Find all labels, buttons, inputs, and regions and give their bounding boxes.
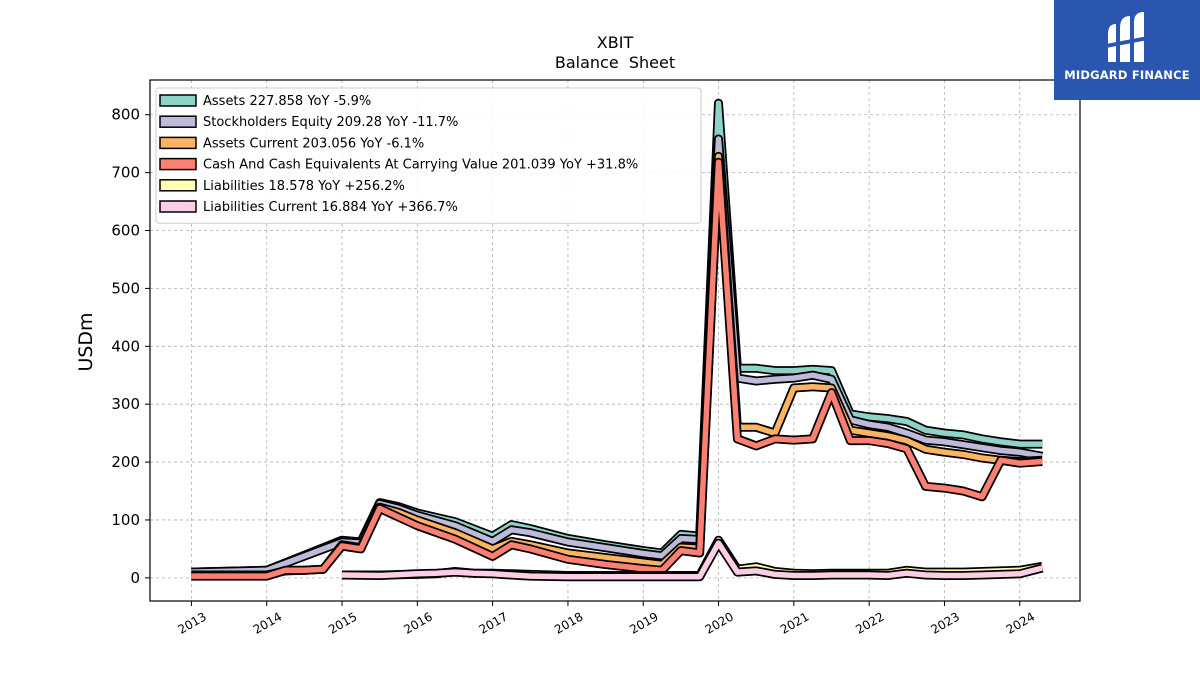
- x-tick-label: 2020: [703, 609, 736, 636]
- legend-swatch: [159, 115, 197, 128]
- chart-title: XBIT: [597, 33, 634, 52]
- y-tick-label: 600: [111, 222, 140, 240]
- y-tick-label: 100: [111, 511, 140, 529]
- y-tick-label: 700: [111, 164, 140, 182]
- chart-subtitle: Balance Sheet: [555, 53, 675, 72]
- x-tick-label: 2022: [853, 609, 886, 636]
- midgard-logo-icon: [1106, 12, 1148, 62]
- x-tick-label: 2014: [251, 609, 284, 636]
- y-tick-label: 400: [111, 337, 140, 355]
- legend-swatch: [159, 94, 197, 107]
- legend-swatch: [159, 200, 197, 213]
- legend-label: Assets 227.858 YoY -5.9%: [203, 94, 371, 109]
- legend-swatch: [159, 136, 197, 150]
- y-axis-label: USDm: [75, 312, 97, 371]
- x-tick-label: 2013: [175, 609, 208, 636]
- legend-label: Cash And Cash Equivalents At Carrying Va…: [203, 158, 638, 173]
- y-tick-label: 300: [111, 395, 140, 413]
- x-tick-label: 2016: [401, 609, 434, 636]
- logo-text: MIDGARD FINANCE: [1064, 68, 1190, 82]
- legend-box: [155, 87, 702, 224]
- legend-label: Assets Current 203.056 YoY -6.1%: [203, 136, 424, 151]
- series-line: [341, 540, 1043, 580]
- legend-label: Liabilities 18.578 YoY +256.2%: [203, 179, 405, 194]
- legend: Assets 227.858 YoY -5.9% Stockholders Equ…: [155, 87, 702, 224]
- y-tick-label: 0: [130, 569, 140, 587]
- series-line: [191, 159, 1043, 579]
- y-tick-label: 200: [111, 453, 140, 471]
- series-outline: [191, 157, 1043, 581]
- x-tick-label: 2024: [1004, 609, 1037, 636]
- y-tick-label: 500: [111, 279, 140, 297]
- legend-label: Liabilities Current 16.884 YoY +366.7%: [203, 200, 458, 215]
- midgard-finance-logo: MIDGARD FINANCE: [1054, 0, 1200, 100]
- x-tick-label: 2021: [778, 609, 811, 636]
- legend-swatch: [159, 179, 197, 192]
- x-tick-label: 2023: [928, 609, 961, 636]
- x-tick-label: 2015: [326, 609, 359, 636]
- legend-swatch: [159, 157, 197, 171]
- x-tick-label: 2017: [477, 609, 510, 636]
- y-tick-label: 800: [111, 106, 140, 124]
- series-lines: [191, 98, 1044, 582]
- x-tick-label: 2019: [627, 609, 660, 636]
- plot-frame: [149, 79, 1081, 602]
- legend-label: Stockholders Equity 209.28 YoY -11.7%: [203, 115, 458, 130]
- x-tick-label: 2018: [552, 609, 585, 636]
